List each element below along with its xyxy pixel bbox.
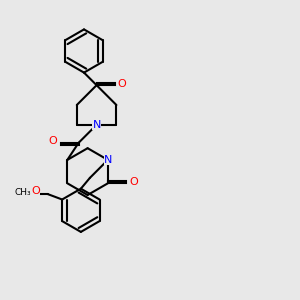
Text: O: O — [129, 177, 138, 187]
Text: O: O — [49, 136, 58, 146]
Text: O: O — [32, 186, 40, 196]
Text: N: N — [92, 120, 101, 130]
Text: CH₃: CH₃ — [15, 188, 32, 197]
Text: N: N — [104, 155, 112, 165]
Text: O: O — [118, 79, 127, 89]
